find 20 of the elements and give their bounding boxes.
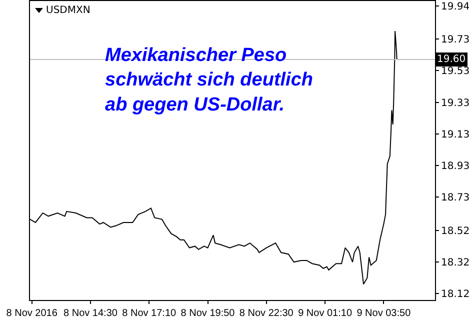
x-tick-label: 8 Nov 22:30 bbox=[239, 308, 294, 319]
chart-title: USDMXN bbox=[46, 5, 90, 16]
y-tick-label: 19.73 bbox=[441, 34, 469, 46]
y-tick-label: 18.32 bbox=[441, 258, 469, 269]
annotation: Mexikanischer Peso schwächt sich deutlich ab gegen US-Dollar. bbox=[105, 45, 313, 116]
x-tick-label: 9 Nov 01:10 bbox=[298, 308, 352, 319]
y-tick-label: 19.94 bbox=[441, 1, 469, 12]
y-tick-label: 19.33 bbox=[441, 98, 469, 109]
x-tick-label: 8 Nov 19:50 bbox=[180, 308, 236, 319]
y-tick-label: 18.12 bbox=[441, 289, 469, 300]
x-tick-label: 8 Nov 2016 bbox=[6, 308, 58, 319]
x-tick-label: 9 Nov 03:50 bbox=[356, 308, 412, 319]
y-tick-label: 18.73 bbox=[441, 192, 469, 204]
ref-line-label: 19.60 bbox=[437, 54, 466, 65]
y-tick-label: 18.93 bbox=[441, 161, 469, 172]
x-tick-label: 8 Nov 14:30 bbox=[64, 308, 118, 319]
y-tick-label: 19.53 bbox=[441, 66, 469, 78]
y-tick-label: 18.52 bbox=[441, 226, 469, 237]
x-tick-label: 8 Nov 17:10 bbox=[122, 308, 177, 319]
y-tick-label: 19.13 bbox=[441, 129, 469, 140]
